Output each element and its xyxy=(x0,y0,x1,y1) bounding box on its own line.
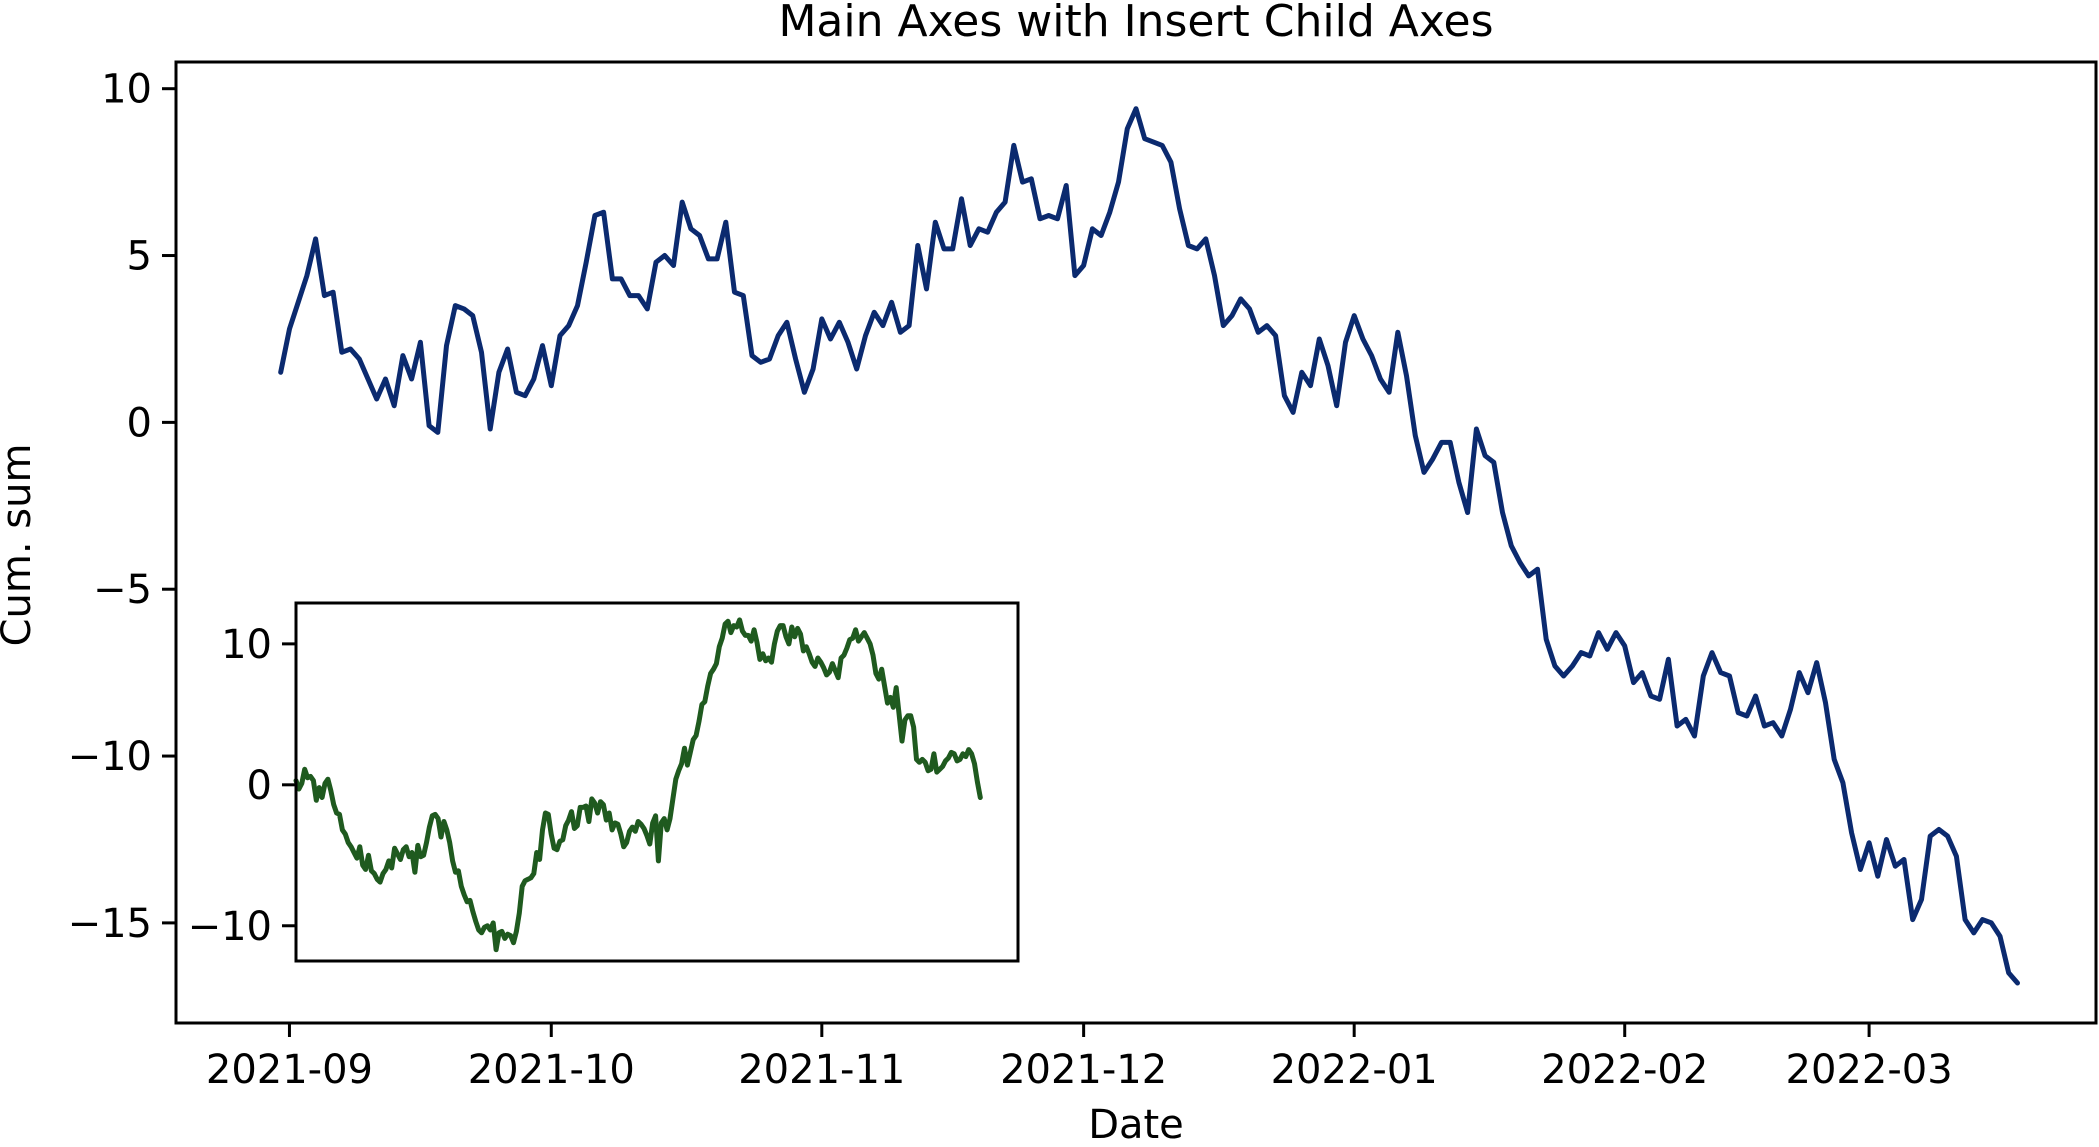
x-tick-label: 2021-11 xyxy=(738,1047,905,1093)
main-axes-frame xyxy=(174,60,2098,1025)
x-tick-label: 2021-10 xyxy=(468,1047,635,1093)
inset-series-line xyxy=(293,617,983,953)
y-tick-label: −5 xyxy=(93,567,152,613)
inset-axes-frame xyxy=(294,601,1020,963)
x-tick-label: 2021-12 xyxy=(1000,1047,1167,1093)
inset-y-tick-label: −10 xyxy=(188,904,272,950)
x-tick-label: 2022-03 xyxy=(1786,1047,1953,1093)
inset-y-tick-label: 0 xyxy=(247,763,272,809)
main-axis-ticks: 10 5 0 −5 −10 −15 2021-09 2021-10 2021-11 2021-12… xyxy=(68,67,1953,1093)
main-series-line xyxy=(278,106,2020,986)
inset-y-tick-label: 10 xyxy=(221,622,272,668)
y-tick-label: −10 xyxy=(68,734,152,780)
x-tick-label: 2021-09 xyxy=(206,1047,373,1093)
inset-axis-ticks: 10 0 −10 xyxy=(188,622,296,950)
y-tick-label: 10 xyxy=(101,67,152,113)
y-tick-label: −15 xyxy=(68,901,152,947)
y-tick-label: 0 xyxy=(127,400,152,446)
x-tick-label: 2022-02 xyxy=(1541,1047,1708,1093)
y-tick-label: 5 xyxy=(127,234,152,280)
x-axis-title: Date xyxy=(1088,1102,1184,1142)
x-tick-label: 2022-01 xyxy=(1271,1047,1438,1093)
y-axis-title: Cum. sum xyxy=(0,444,40,647)
chart-title: Main Axes with Insert Child Axes xyxy=(778,0,1493,47)
inset-axes-background xyxy=(296,603,1018,961)
